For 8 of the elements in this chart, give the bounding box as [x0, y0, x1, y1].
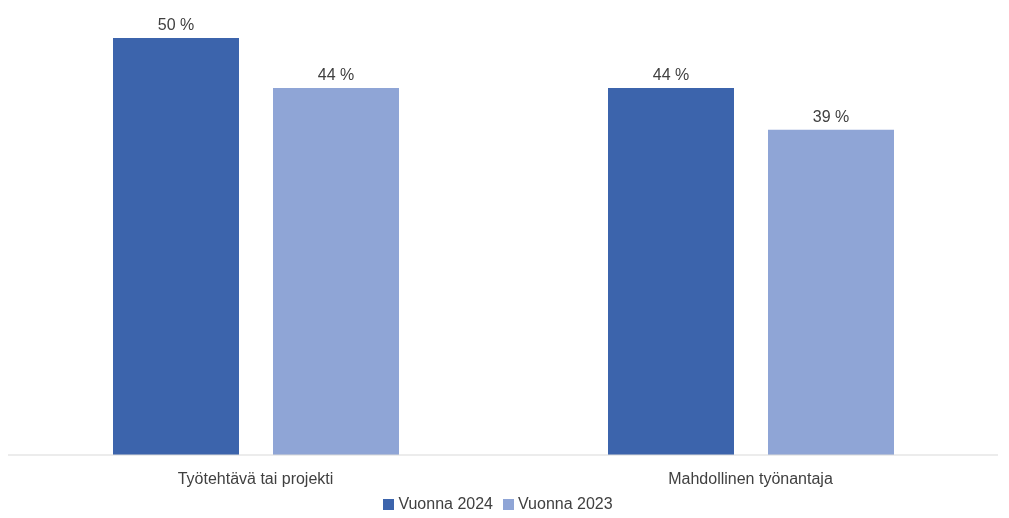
legend-label: Vuonna 2023	[518, 495, 613, 512]
data-label: 39 %	[812, 107, 850, 125]
x-tick-label: Työtehtävä tai projekti	[177, 470, 334, 488]
x-tick-label: Mahdollinen työnantaja	[668, 470, 833, 488]
data-label: 44 %	[652, 66, 690, 84]
legend-label: Vuonna 2024	[398, 495, 493, 512]
data-label: 50 %	[157, 16, 195, 33]
data-label: 44 %	[317, 66, 355, 84]
